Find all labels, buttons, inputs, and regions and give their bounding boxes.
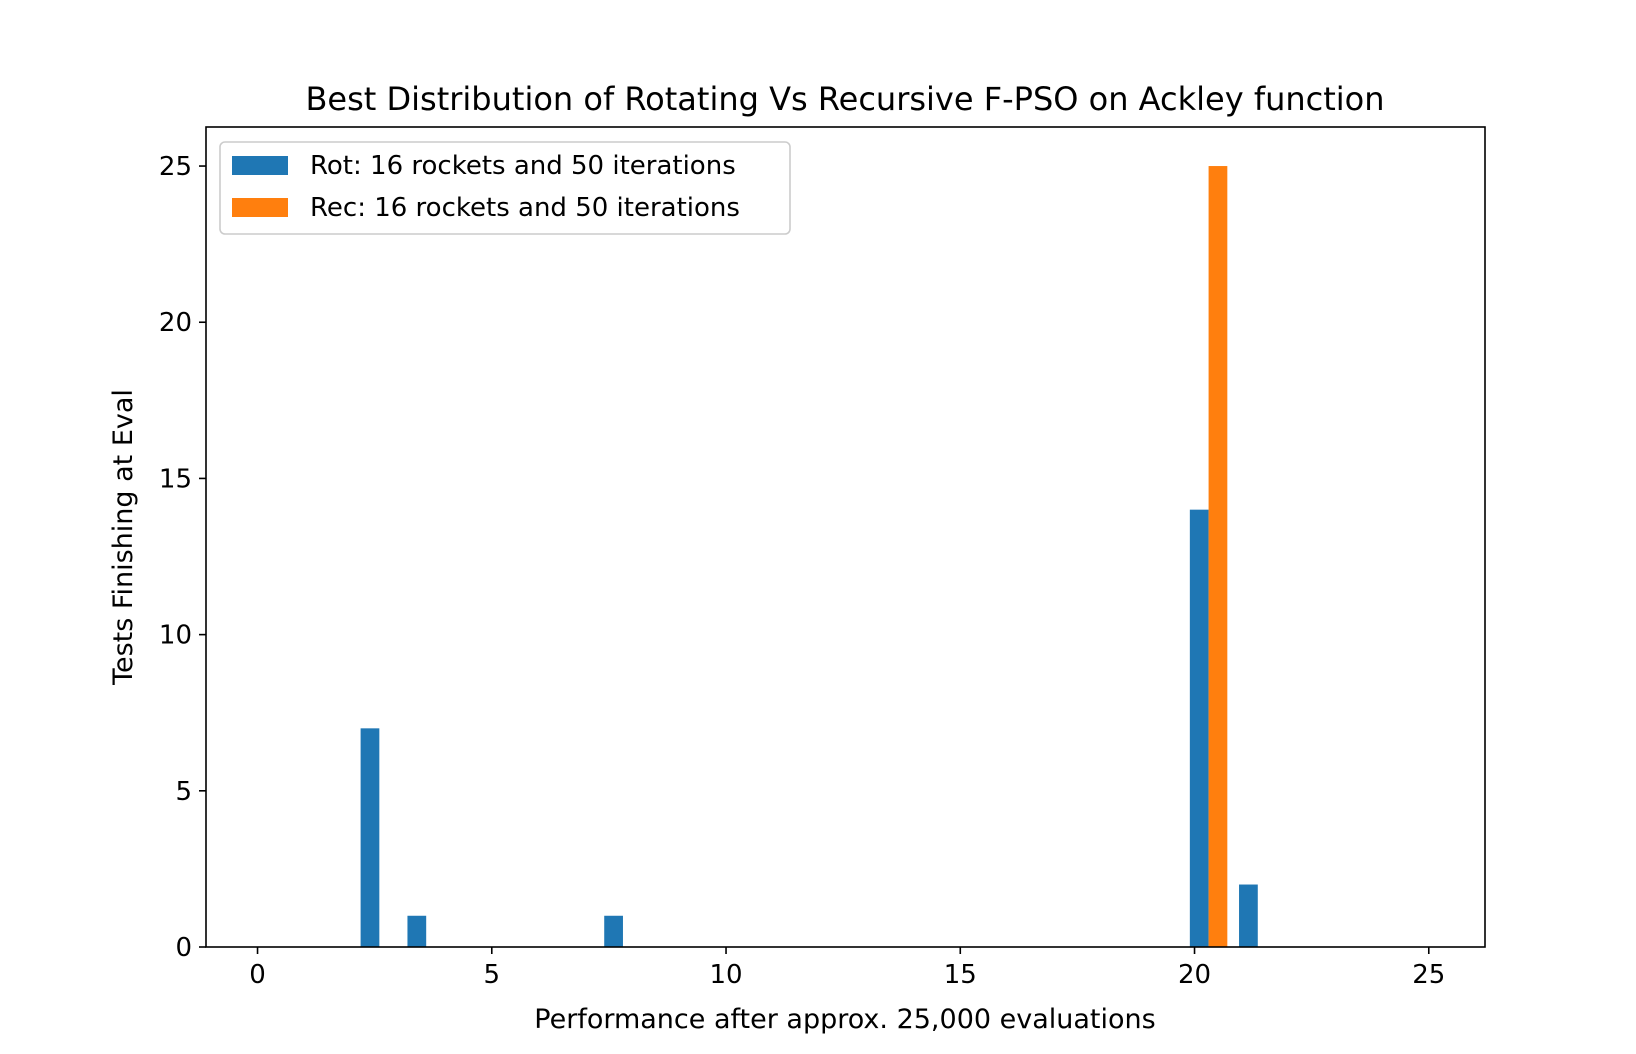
x-tick-label: 15 <box>944 960 977 990</box>
legend: Rot: 16 rockets and 50 iterations Rec: 16… <box>219 141 791 235</box>
bar-series-2-1 <box>1208 166 1228 948</box>
x-tick-label: 0 <box>249 960 266 990</box>
bar-series-1-5 <box>1239 884 1258 947</box>
chart-title: Best Distribution of Rotating Vs Recursi… <box>305 80 1384 118</box>
y-tick-label: 0 <box>175 933 192 963</box>
x-tick-label: 25 <box>1412 960 1445 990</box>
plot-frame <box>205 126 1486 948</box>
x-tick-label: 10 <box>709 960 742 990</box>
bar-series-1-4 <box>1189 509 1209 947</box>
bar-series-1-1 <box>360 728 380 947</box>
y-tick-label: 10 <box>159 621 192 651</box>
bars-layer <box>360 166 1258 948</box>
y-tick-label: 20 <box>159 308 192 338</box>
x-tick-label: 5 <box>484 960 501 990</box>
bar-series-1-3 <box>604 915 623 947</box>
legend-label-2: Rec: 16 rockets and 50 iterations <box>310 193 740 223</box>
y-axis-label: Tests Finishing at Eval <box>108 389 139 686</box>
y-tick-label: 5 <box>175 777 192 807</box>
y-tick-label: 15 <box>159 464 192 494</box>
ticks-layer: 0 5 10 15 20 25 0 5 10 15 20 25 <box>159 152 1445 990</box>
legend-swatch-2 <box>232 198 288 217</box>
x-axis-label: Performance after approx. 25,000 evaluat… <box>534 1004 1155 1035</box>
legend-label-1: Rot: 16 rockets and 50 iterations <box>310 151 736 181</box>
legend-box <box>219 141 791 235</box>
legend-swatch-1 <box>232 156 288 175</box>
bar-series-1-2 <box>407 915 427 947</box>
y-tick-label: 25 <box>159 152 192 182</box>
x-tick-label: 20 <box>1178 960 1211 990</box>
